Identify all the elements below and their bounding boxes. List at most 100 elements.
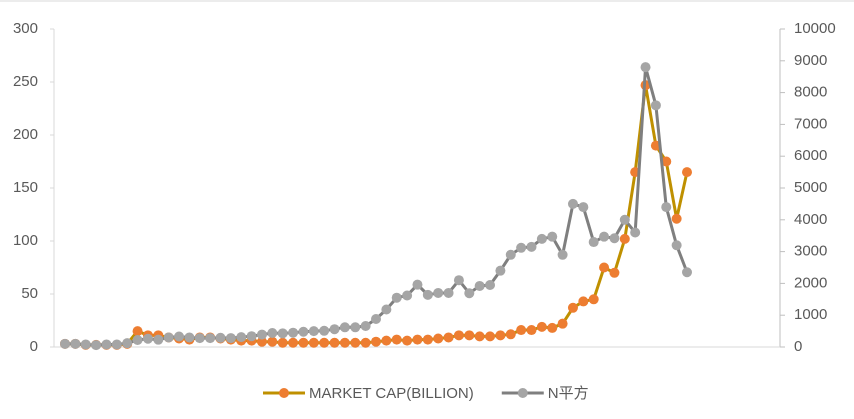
- point: [619, 214, 630, 225]
- point: [443, 332, 454, 343]
- point: [246, 331, 257, 342]
- point: [360, 321, 371, 332]
- point: [402, 290, 413, 301]
- point: [671, 213, 682, 224]
- y2-tick-label: 1000: [794, 306, 827, 323]
- point: [650, 100, 661, 111]
- point: [557, 249, 568, 260]
- point: [329, 324, 340, 335]
- point: [547, 322, 558, 333]
- y-tick-label: 50: [21, 285, 38, 302]
- point: [474, 331, 485, 342]
- point: [256, 329, 267, 340]
- y2-tick-label: 7000: [794, 115, 827, 132]
- y-tick-label: 200: [13, 126, 38, 143]
- point: [567, 302, 578, 313]
- y-tick-label: 150: [13, 179, 38, 196]
- point: [412, 334, 423, 345]
- y2-tick-label: 2000: [794, 274, 827, 291]
- point: [319, 325, 330, 336]
- y2-tick-label: 0: [794, 338, 802, 355]
- point: [329, 337, 340, 348]
- point: [609, 267, 620, 278]
- point: [308, 337, 319, 348]
- y2-tick-label: 4000: [794, 211, 827, 228]
- point: [588, 237, 599, 248]
- point: [682, 267, 692, 278]
- point: [599, 262, 610, 273]
- point: [536, 321, 547, 332]
- legend-label: N平方: [548, 385, 589, 402]
- point: [225, 333, 236, 344]
- point: [391, 292, 402, 303]
- point: [661, 202, 672, 213]
- point: [671, 240, 682, 251]
- point: [174, 331, 185, 342]
- y2-tick-label: 6000: [794, 147, 827, 164]
- point: [298, 326, 309, 337]
- point: [495, 265, 506, 276]
- point: [526, 325, 537, 336]
- point: [298, 337, 309, 348]
- point: [630, 227, 641, 238]
- point: [640, 62, 651, 73]
- point: [474, 280, 485, 291]
- point: [163, 332, 174, 343]
- point: [122, 338, 133, 349]
- point: [557, 318, 568, 329]
- point: [443, 287, 454, 298]
- point: [371, 314, 381, 325]
- y2-tick-label: 5000: [794, 179, 827, 196]
- point: [360, 337, 371, 348]
- point: [288, 327, 299, 338]
- point: [132, 335, 143, 346]
- point: [588, 294, 599, 305]
- point: [516, 242, 527, 253]
- point: [464, 330, 475, 341]
- point: [578, 202, 589, 213]
- point: [153, 334, 164, 345]
- point: [184, 332, 195, 343]
- point: [339, 322, 350, 333]
- point: [485, 279, 496, 290]
- y2-tick-label: 10000: [794, 20, 836, 37]
- point: [350, 337, 361, 348]
- y-tick-label: 0: [30, 338, 38, 355]
- y2-tick-label: 3000: [794, 243, 827, 260]
- point: [319, 337, 330, 348]
- y-tick-label: 100: [13, 232, 38, 249]
- point: [505, 249, 516, 260]
- point: [194, 333, 205, 344]
- point: [505, 329, 516, 340]
- point: [60, 338, 70, 349]
- point: [350, 322, 361, 333]
- point: [495, 330, 506, 341]
- point: [381, 335, 392, 346]
- point: [205, 333, 216, 344]
- point: [485, 331, 496, 342]
- point: [661, 156, 672, 167]
- legend-marker: [517, 388, 528, 398]
- point: [308, 326, 319, 337]
- point: [547, 231, 558, 242]
- point: [339, 337, 350, 348]
- point: [464, 288, 475, 299]
- point: [578, 296, 589, 307]
- point: [277, 328, 288, 339]
- point: [70, 338, 81, 349]
- y2-tick-label: 9000: [794, 52, 827, 69]
- point: [215, 332, 226, 343]
- point: [453, 275, 464, 286]
- point: [267, 328, 278, 339]
- point: [391, 334, 402, 345]
- point: [682, 167, 692, 178]
- point: [371, 336, 381, 347]
- legend-marker: [279, 388, 289, 398]
- point: [526, 241, 537, 252]
- point: [142, 333, 153, 344]
- point: [381, 304, 392, 315]
- point: [267, 336, 278, 347]
- legend-label: MARKET CAP(BILLION): [309, 385, 474, 402]
- point: [132, 326, 143, 337]
